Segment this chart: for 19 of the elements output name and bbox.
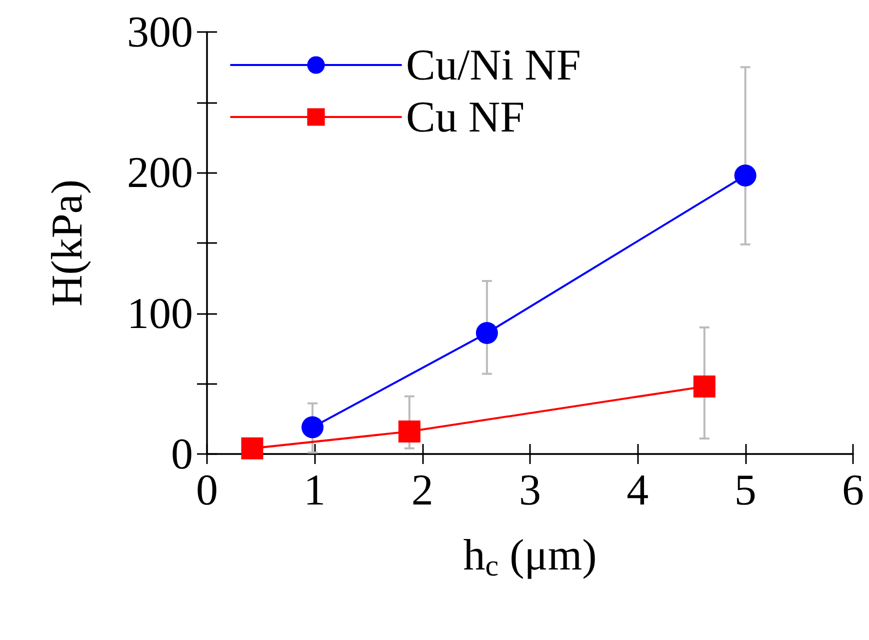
- legend-label: Cu/Ni NF: [406, 40, 581, 90]
- point: [241, 437, 264, 460]
- y-axis-title: H(kPa): [42, 179, 92, 307]
- x-tick-label: 5: [734, 466, 756, 514]
- point: [693, 375, 716, 398]
- y-tick-label: 200: [127, 148, 193, 198]
- legend-label: Cu NF: [406, 92, 525, 142]
- point: [476, 322, 498, 344]
- x-tick-label: 2: [411, 466, 434, 514]
- y-tick-label: 0: [171, 430, 193, 478]
- x-tick-label: 4: [626, 466, 649, 514]
- x-tick-label: 1: [304, 466, 326, 514]
- point: [734, 164, 756, 186]
- point: [398, 420, 420, 442]
- y-tick-label: 100: [127, 288, 193, 338]
- x-tick-label: 6: [842, 466, 864, 514]
- y-tick-label: 300: [127, 8, 193, 56]
- point: [302, 416, 324, 438]
- x-tick-label: 3: [519, 466, 541, 514]
